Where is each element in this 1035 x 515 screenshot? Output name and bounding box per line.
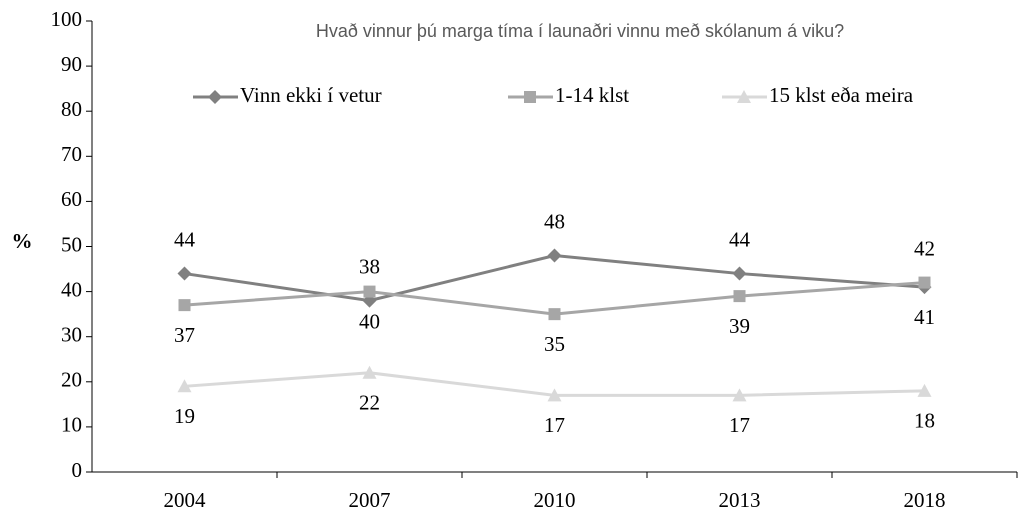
data-point [732,388,747,402]
data-label: 44 [174,227,196,251]
data-point [733,290,746,303]
chart-title: Hvað vinnur þú marga tíma í launaðri vin… [316,21,844,41]
legend-marker [737,90,751,103]
legend-marker [524,91,536,103]
x-tick-label: 2007 [349,488,391,512]
data-point [547,248,562,263]
y-tick-label: 0 [72,458,83,482]
data-label: 40 [359,309,380,333]
data-label: 38 [359,254,380,278]
y-axis-label: % [12,229,33,253]
data-point [917,383,932,397]
data-point [732,266,747,281]
data-label: 19 [174,404,195,428]
data-label: 22 [359,391,380,415]
legend-label: 15 klst eða meira [769,83,914,107]
y-tick-label: 30 [61,323,82,347]
data-label: 41 [914,305,935,329]
y-tick-label: 20 [61,368,82,392]
data-label: 42 [914,236,935,260]
data-label: 44 [729,227,751,251]
data-label: 39 [729,314,750,338]
y-tick-label: 50 [61,232,82,256]
data-point [178,299,191,312]
data-label: 37 [174,323,195,347]
data-label: 18 [914,409,935,433]
data-point [548,308,561,321]
data-point [177,266,192,281]
data-label: 17 [729,413,750,437]
data-point [362,365,377,379]
x-tick-label: 2013 [719,488,761,512]
y-tick-label: 60 [61,187,82,211]
x-tick-label: 2018 [904,488,946,512]
data-point [177,379,192,393]
legend-marker [208,90,222,104]
data-point [547,388,562,402]
y-tick-label: 70 [61,142,82,166]
legend-label: Vinn ekki í vetur [240,83,382,107]
legend-label: 1-14 klst [555,83,629,107]
y-tick-label: 90 [61,52,82,76]
x-tick-label: 2004 [164,488,207,512]
y-tick-label: 100 [51,7,83,31]
data-point [363,285,376,298]
y-tick-label: 80 [61,97,82,121]
data-label: 48 [544,209,565,233]
data-point [918,276,931,289]
x-tick-label: 2010 [534,488,576,512]
data-label: 35 [544,332,565,356]
y-tick-label: 40 [61,277,82,301]
y-tick-label: 10 [61,413,82,437]
data-label: 17 [544,413,565,437]
